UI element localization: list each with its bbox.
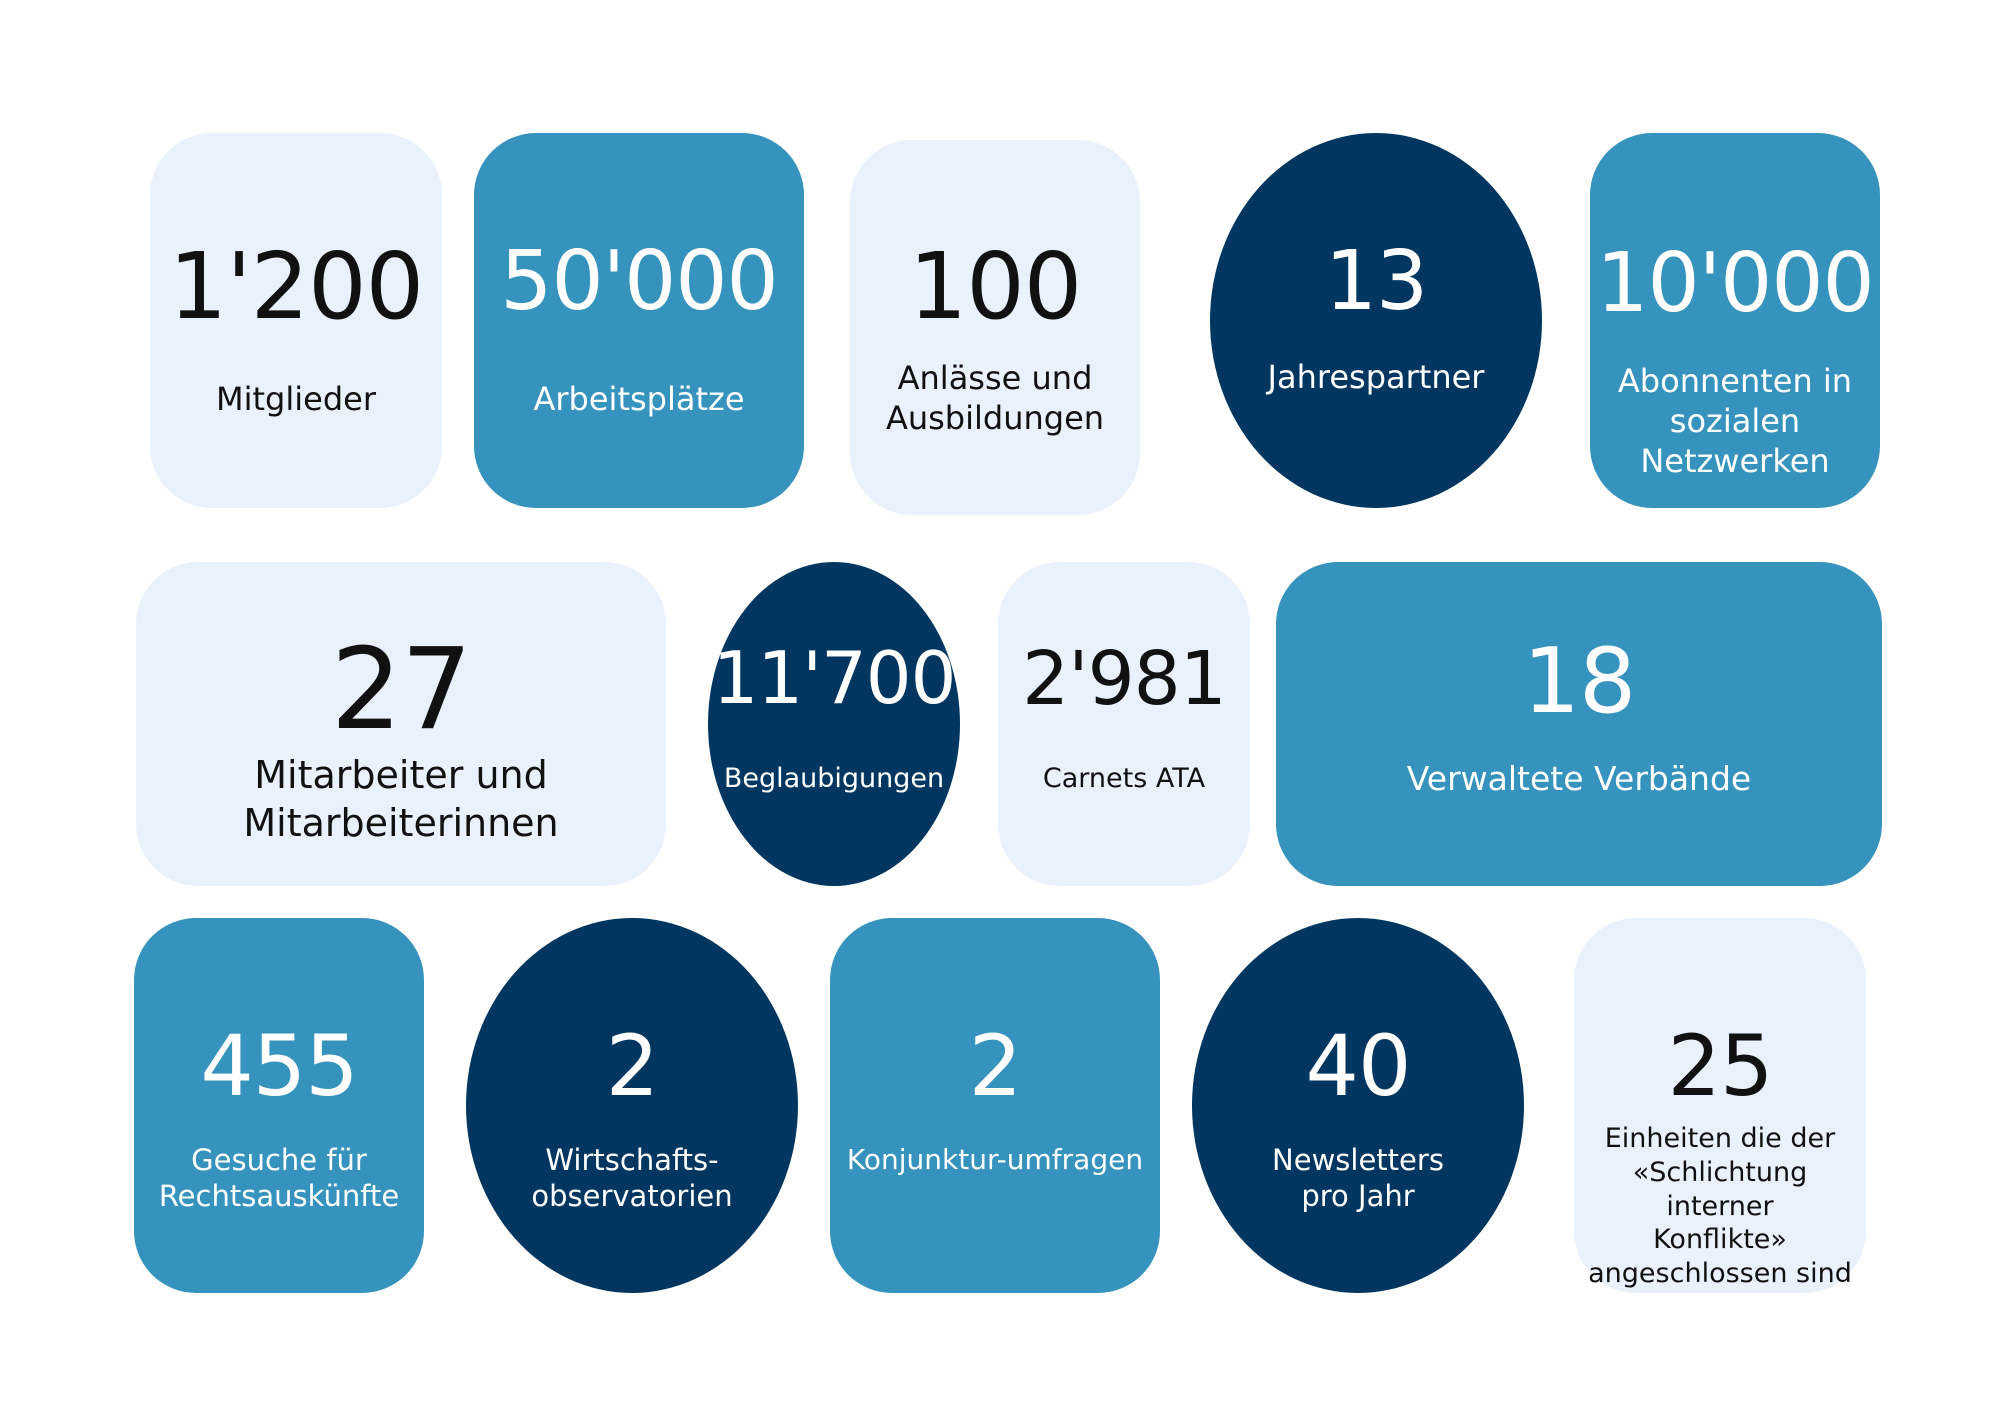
stat-tile-verbaende: 18 Verwaltete Verbände (1276, 562, 1882, 886)
stat-number: 25 (1667, 1017, 1774, 1115)
stat-label: Carnets ATA (1042, 763, 1206, 794)
stat-label: Verwaltete Verbände (1406, 759, 1752, 798)
stat-number: 27 (330, 625, 473, 755)
stat-tile-carnets: 2'981 Carnets ATA (998, 562, 1250, 886)
stat-number: 40 (1305, 1017, 1412, 1115)
stat-label: Konjunktur-umfragen (846, 1143, 1144, 1176)
stat-tile-schlichtung: 25 Einheiten die der «Schlichtung intern… (1574, 918, 1866, 1293)
stat-number: 1'200 (168, 233, 424, 340)
stat-tile-wirtschafts-observatorien: 2 Wirtschafts- observatorien (466, 918, 798, 1293)
stat-number: 455 (200, 1017, 358, 1115)
stat-number: 2'981 (1022, 636, 1227, 722)
stat-label: Abonnenten in sozialen Netzwerken (1617, 362, 1853, 480)
stat-tile-abonnenten: 10'000 Abonnenten in sozialen Netzwerken (1590, 133, 1880, 508)
stat-label: Arbeitsplätze (533, 380, 745, 418)
stat-label: Jahrespartner (1267, 358, 1485, 396)
stat-tile-anlaesse: 100 Anlässe und Ausbildungen (850, 140, 1140, 515)
stat-label: Mitarbeiter und Mitarbeiterinnen (243, 753, 559, 845)
stat-label: Newsletters pro Jahr (1272, 1143, 1444, 1214)
stat-number: 100 (908, 233, 1083, 340)
stat-number: 13 (1324, 234, 1428, 329)
stat-label: Beglaubigungen (723, 763, 945, 794)
stat-tile-beglaubigungen: 11'700 Beglaubigungen (708, 562, 960, 886)
stat-number: 50'000 (500, 234, 778, 329)
stat-tile-mitarbeiter: 27 Mitarbeiter und Mitarbeiterinnen (136, 562, 666, 886)
stat-label: Gesuche für Rechtsauskünfte (158, 1143, 400, 1214)
stat-label: Einheiten die der «Schlichtung interner … (1588, 1123, 1852, 1289)
stat-tile-konjunktur-umfragen: 2 Konjunktur-umfragen (830, 918, 1160, 1293)
stat-label: Mitglieder (216, 380, 376, 418)
stat-tile-arbeitsplaetze: 50'000 Arbeitsplätze (474, 133, 804, 508)
stat-tile-newsletters: 40 Newsletters pro Jahr (1192, 918, 1524, 1293)
stat-label: Anlässe und Ausbildungen (885, 359, 1105, 437)
stat-number: 2 (605, 1017, 659, 1115)
stat-number: 18 (1522, 629, 1637, 734)
stat-tile-jahrespartner: 13 Jahrespartner (1210, 133, 1542, 508)
stat-number: 10'000 (1596, 236, 1874, 331)
stat-tile-mitglieder: 1'200 Mitglieder (150, 133, 442, 508)
stat-number: 2 (968, 1017, 1022, 1115)
stat-number: 11'700 (712, 636, 957, 720)
stat-tile-gesuche: 455 Gesuche für Rechtsauskünfte (134, 918, 424, 1293)
stat-label: Wirtschafts- observatorien (531, 1143, 733, 1214)
